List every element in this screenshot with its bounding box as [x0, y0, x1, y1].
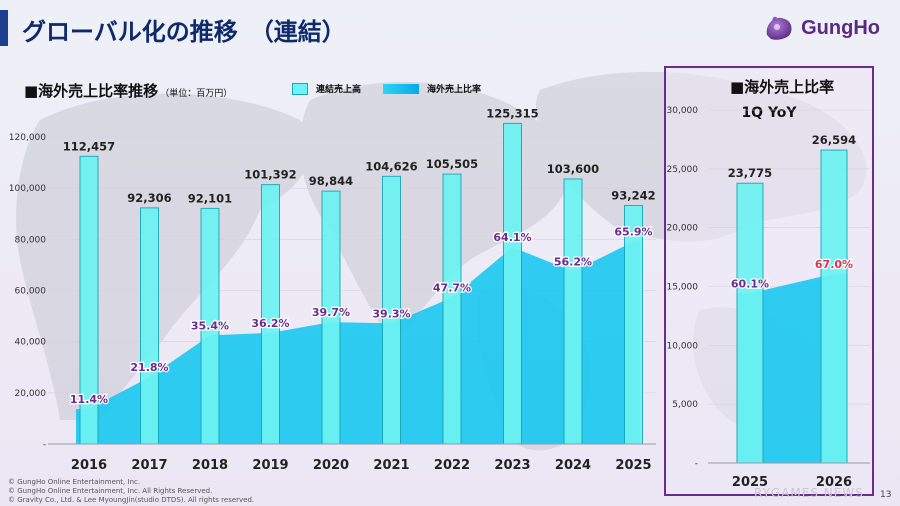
- y-tick-label: 20,000: [667, 224, 699, 234]
- title-bar: グローバル化の推移 （連結） GungHo: [0, 0, 900, 60]
- left-chart-title: ■海外売上比率推移 （単位：百万円）: [24, 80, 232, 101]
- legend: 連結売上高 海外売上比率: [292, 82, 481, 95]
- overseas-ratio-label: 60.1%: [731, 277, 769, 290]
- overseas-ratio-label: 21.8%: [130, 361, 168, 374]
- brand: GungHo: [763, 13, 880, 43]
- overseas-ratio-label: 47.7%: [433, 282, 471, 295]
- overseas-ratio-label: 56.2%: [554, 255, 592, 268]
- x-category-label: 2017: [131, 458, 167, 473]
- overseas-ratio-label: 64.1%: [493, 231, 531, 244]
- legend-bar-swatch: [292, 82, 308, 95]
- revenue-value-label: 103,600: [547, 162, 599, 176]
- overseas-ratio-label: 39.3%: [372, 307, 410, 320]
- right-chart-subheading: 1Q YoY: [741, 105, 797, 121]
- overseas-ratio-label: 65.9%: [614, 226, 652, 239]
- copyright-line: © GungHo Online Entertainment, Inc. All …: [8, 487, 213, 495]
- y-tick-label: 20,000: [15, 389, 47, 399]
- x-category-label: 2024: [555, 458, 591, 473]
- revenue-value-label: 105,505: [426, 157, 478, 171]
- x-category-label: 2016: [71, 458, 107, 473]
- x-category-label: 2023: [494, 458, 530, 473]
- y-tick-label: 80,000: [15, 235, 47, 245]
- x-category-label: 2022: [434, 458, 470, 473]
- copyright-line: © Gravity Co., Ltd. & Lee MyoungJin(stud…: [8, 496, 255, 504]
- overseas-ratio-label: 39.7%: [312, 306, 350, 319]
- y-tick-label: 30,000: [667, 106, 699, 116]
- y-tick-label: 40,000: [15, 338, 47, 348]
- y-tick-label: 15,000: [667, 283, 699, 293]
- y-tick-label: 25,000: [667, 165, 699, 175]
- left-chart-heading: ■海外売上比率推移: [24, 82, 159, 100]
- x-category-label: 2018: [192, 458, 228, 473]
- revenue-bar: [736, 182, 764, 464]
- page-title: グローバル化の推移 （連結）: [22, 18, 346, 46]
- gungho-logo-icon: [766, 16, 792, 40]
- legend-bar-label: 連結売上高: [316, 85, 362, 95]
- x-category-label: 2021: [373, 458, 409, 473]
- revenue-value-label: 104,626: [365, 159, 417, 173]
- x-category-label: 2025: [615, 458, 651, 473]
- brand-name: GungHo: [801, 16, 880, 39]
- revenue-value-label: 112,457: [63, 139, 115, 153]
- left-chart-unit: （単位：百万円）: [160, 89, 233, 99]
- y-tick-label: 10,000: [667, 341, 699, 351]
- overseas-ratio-label: 36.2%: [251, 317, 289, 330]
- revenue-value-label: 92,306: [127, 191, 171, 205]
- x-category-label: 2026: [816, 475, 852, 490]
- y-tick-label: 120,000: [9, 133, 46, 143]
- y-tick-label: -: [695, 459, 698, 469]
- right-chart-heading: ■海外売上比率: [730, 78, 835, 96]
- watermark: RYGAMES NEWS: [754, 486, 864, 500]
- copyright-footer: © GungHo Online Entertainment, Inc. © Gu…: [8, 478, 254, 505]
- revenue-value-label: 92,101: [188, 191, 232, 205]
- x-category-label: 2019: [252, 458, 288, 473]
- y-tick-label: 60,000: [15, 287, 47, 297]
- title-accent: [0, 10, 8, 46]
- revenue-value-label: 93,242: [611, 188, 655, 202]
- revenue-bar: [820, 149, 848, 464]
- page-number: 13: [880, 490, 892, 500]
- revenue-value-label: 125,315: [486, 106, 538, 120]
- revenue-value-label: 101,392: [244, 168, 296, 182]
- y-tick-label: -: [43, 440, 46, 450]
- overseas-ratio-label: 67.0%: [815, 258, 853, 271]
- copyright-line: © GungHo Online Entertainment, Inc.: [8, 478, 141, 486]
- overseas-ratio-label: 11.4%: [70, 393, 108, 406]
- legend-area-swatch: [383, 83, 420, 94]
- revenue-value-label: 23,775: [728, 166, 772, 180]
- revenue-value-label: 26,594: [812, 133, 856, 147]
- x-category-label: 2025: [732, 475, 768, 490]
- x-category-label: 2020: [313, 458, 349, 473]
- revenue-value-label: 98,844: [309, 174, 353, 188]
- y-tick-label: 5,000: [672, 400, 698, 410]
- legend-area-label: 海外売上比率: [427, 85, 482, 95]
- overseas-ratio-area: [737, 273, 847, 463]
- overseas-ratio-label: 35.4%: [191, 319, 229, 332]
- y-tick-label: 100,000: [9, 184, 46, 194]
